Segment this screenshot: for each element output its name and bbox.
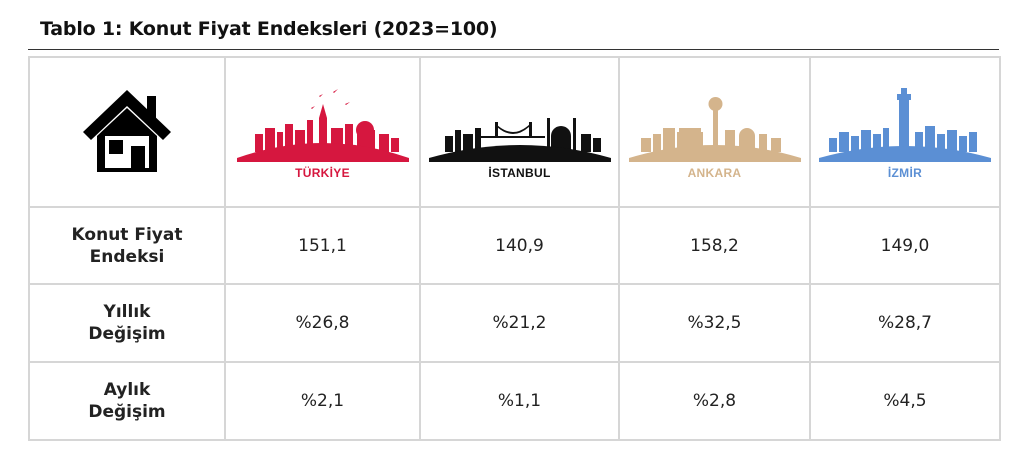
header-icon-cell bbox=[28, 56, 226, 208]
table-row: Konut Fiyat Endeksi 151,1 140,9 158,2 149… bbox=[28, 206, 1001, 285]
row-label: Yıllık Değişim bbox=[28, 283, 226, 363]
city-name-ankara: ANKARA bbox=[687, 166, 742, 180]
ankara-skyline-icon bbox=[628, 97, 801, 162]
izmir-skyline-icon bbox=[819, 88, 991, 162]
table-cell: %28,7 bbox=[809, 283, 1001, 363]
column-izmir: İZMİR bbox=[809, 56, 1001, 208]
city-name-istanbul: İSTANBUL bbox=[488, 166, 551, 180]
table-title: Tablo 1: Konut Fiyat Endeksleri (2023=10… bbox=[40, 18, 498, 40]
table-cell: %4,5 bbox=[809, 361, 1001, 441]
table-cell: %32,5 bbox=[618, 283, 811, 363]
column-turkiye: TÜRKİYE bbox=[224, 56, 421, 208]
city-name-turkiye: TÜRKİYE bbox=[295, 166, 350, 180]
house-icon bbox=[83, 89, 171, 172]
row-label: Konut Fiyat Endeksi bbox=[28, 206, 226, 285]
table-cell: %21,2 bbox=[419, 283, 620, 363]
table-row: Yıllık Değişim %26,8 %21,2 %32,5 %28,7 bbox=[28, 283, 1001, 363]
istanbul-skyline-icon bbox=[428, 118, 611, 162]
housing-price-index-table: TÜRKİYE İS bbox=[28, 56, 1001, 441]
column-ankara: ANKARA bbox=[618, 56, 811, 208]
table-row: Aylık Değişim %2,1 %1,1 %2,8 %4,5 bbox=[28, 361, 1001, 441]
city-name-izmir: İZMİR bbox=[887, 166, 923, 180]
column-istanbul: İSTANBUL bbox=[419, 56, 620, 208]
table-cell: 140,9 bbox=[419, 206, 620, 285]
table-cell: %26,8 bbox=[224, 283, 421, 363]
table-cell: 151,1 bbox=[224, 206, 421, 285]
table-cell: %1,1 bbox=[419, 361, 620, 441]
table-cell: 158,2 bbox=[618, 206, 811, 285]
turkiye-skyline-icon bbox=[236, 89, 409, 162]
table-cell: %2,1 bbox=[224, 361, 421, 441]
row-label: Aylık Değişim bbox=[28, 361, 226, 441]
title-divider bbox=[28, 49, 999, 50]
table-cell: 149,0 bbox=[809, 206, 1001, 285]
table-cell: %2,8 bbox=[618, 361, 811, 441]
